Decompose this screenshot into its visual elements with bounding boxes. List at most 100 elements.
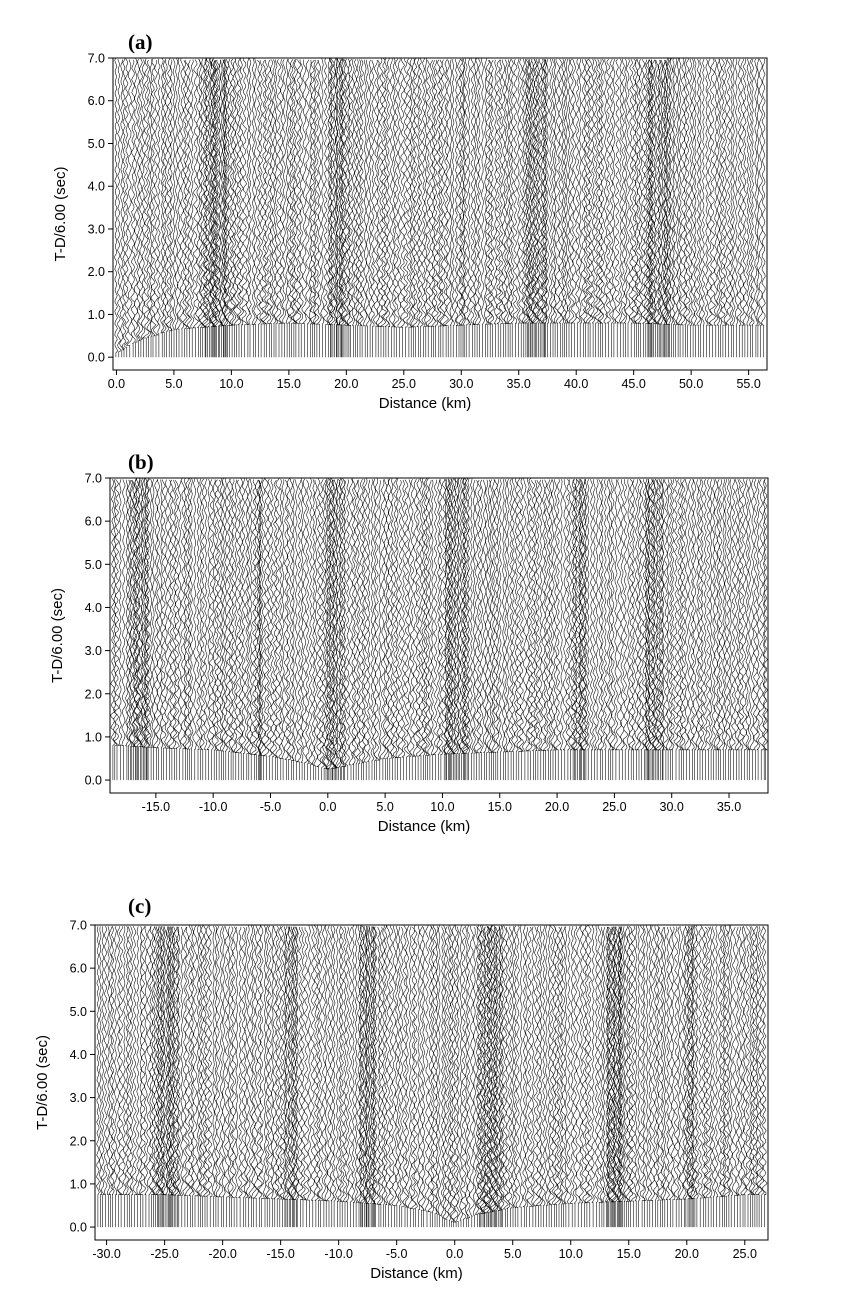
seismic-trace [209, 58, 215, 358]
seismic-trace [622, 926, 626, 1228]
seismic-trace [738, 479, 745, 781]
seismic-trace [535, 479, 541, 781]
seismic-trace [489, 479, 494, 781]
seismic-trace [731, 926, 738, 1228]
seismic-trace [229, 58, 235, 358]
seismic-trace [623, 58, 628, 358]
seismic-trace [556, 926, 562, 1228]
seismic-trace [124, 58, 129, 358]
seismic-trace [554, 58, 562, 358]
seismic-trace [706, 58, 713, 358]
seismic-trace [292, 59, 299, 358]
seismic-trace [191, 925, 199, 1228]
seismic-trace [533, 480, 538, 781]
seismic-trace [110, 479, 116, 781]
seismic-trace [179, 478, 187, 781]
seismic-trace [190, 59, 195, 358]
seismic-trace [215, 479, 223, 781]
seismic-trace [139, 926, 143, 1228]
seismic-trace [506, 59, 511, 358]
x-tick-label: -15.0 [142, 800, 171, 814]
seismic-trace [638, 479, 645, 781]
seismic-trace [313, 925, 319, 1228]
seismic-trace [316, 925, 321, 1228]
y-tick-label: 0.0 [85, 774, 102, 788]
seismic-trace [427, 925, 433, 1228]
seismic-trace [599, 58, 605, 358]
seismic-trace [746, 58, 750, 358]
seismic-trace [219, 478, 224, 781]
seismic-trace [553, 58, 557, 358]
x-tick-label: 25.0 [392, 377, 416, 391]
seismic-trace [353, 480, 359, 781]
x-tick-label: 15.0 [488, 800, 512, 814]
seismic-trace [548, 479, 553, 781]
seismic-trace [546, 479, 552, 781]
seismic-trace [587, 58, 594, 358]
x-tick-label: 40.0 [564, 377, 588, 391]
seismic-trace [697, 925, 703, 1228]
seismic-trace [282, 926, 287, 1228]
seismic-trace [618, 58, 622, 358]
seismic-trace [745, 926, 752, 1228]
seismic-trace [317, 925, 324, 1228]
seismic-trace [335, 478, 342, 781]
seismic-trace [363, 59, 368, 358]
seismic-trace [684, 479, 689, 781]
seismic-trace [159, 479, 163, 781]
seismic-trace [116, 58, 121, 358]
seismic-trace [161, 479, 167, 781]
seismic-trace [106, 926, 110, 1228]
seismic-trace [548, 58, 553, 358]
seismic-trace [677, 926, 681, 1228]
seismic-trace [747, 479, 752, 781]
seismic-trace [122, 926, 127, 1228]
seismic-trace [238, 478, 244, 781]
y-tick-label: 5.0 [70, 1005, 87, 1019]
seismic-trace [411, 925, 419, 1228]
seismic-trace [534, 58, 540, 358]
y-tick-label: 6.0 [88, 94, 105, 108]
seismic-trace [541, 58, 548, 358]
seismic-trace [562, 58, 567, 358]
seismic-trace [368, 59, 373, 358]
seismic-trace [679, 58, 686, 358]
seismic-trace [491, 925, 497, 1228]
seismic-trace [260, 478, 267, 781]
seismic-trace [630, 58, 639, 358]
seismic-trace [130, 926, 134, 1228]
seismic-trace [140, 59, 146, 358]
seismic-trace [338, 58, 344, 358]
seismic-trace [108, 926, 114, 1228]
y-tick-label: 1.0 [70, 1177, 87, 1191]
seismic-trace [335, 479, 339, 781]
seismic-trace [241, 58, 249, 358]
seismic-trace [372, 926, 379, 1228]
seismic-trace [443, 59, 449, 358]
seismic-trace [246, 925, 251, 1228]
seismic-trace [288, 478, 295, 781]
seismic-trace [726, 479, 731, 781]
seismic-trace [180, 926, 184, 1228]
seismic-trace [117, 926, 125, 1228]
seismic-trace [593, 58, 599, 358]
seismic-trace [212, 925, 215, 1228]
seismic-trace [203, 925, 211, 1228]
seismic-trace [447, 925, 452, 1228]
y-axis-title: T-D/6.00 (sec) [34, 1035, 51, 1130]
seismic-trace [634, 479, 640, 781]
seismic-trace [603, 58, 608, 358]
seismic-trace [573, 479, 578, 781]
seismic-trace [329, 58, 334, 358]
seismic-trace [440, 926, 445, 1228]
seismic-trace [332, 925, 337, 1228]
seismic-trace [465, 925, 471, 1228]
seismic-trace [701, 927, 706, 1228]
seismic-trace [166, 926, 174, 1228]
seismic-trace [370, 59, 375, 358]
seismic-trace [561, 58, 565, 358]
seismic-trace [339, 478, 344, 781]
seismic-trace [681, 926, 688, 1228]
seismic-trace [281, 59, 287, 358]
seismic-trace [399, 58, 406, 358]
